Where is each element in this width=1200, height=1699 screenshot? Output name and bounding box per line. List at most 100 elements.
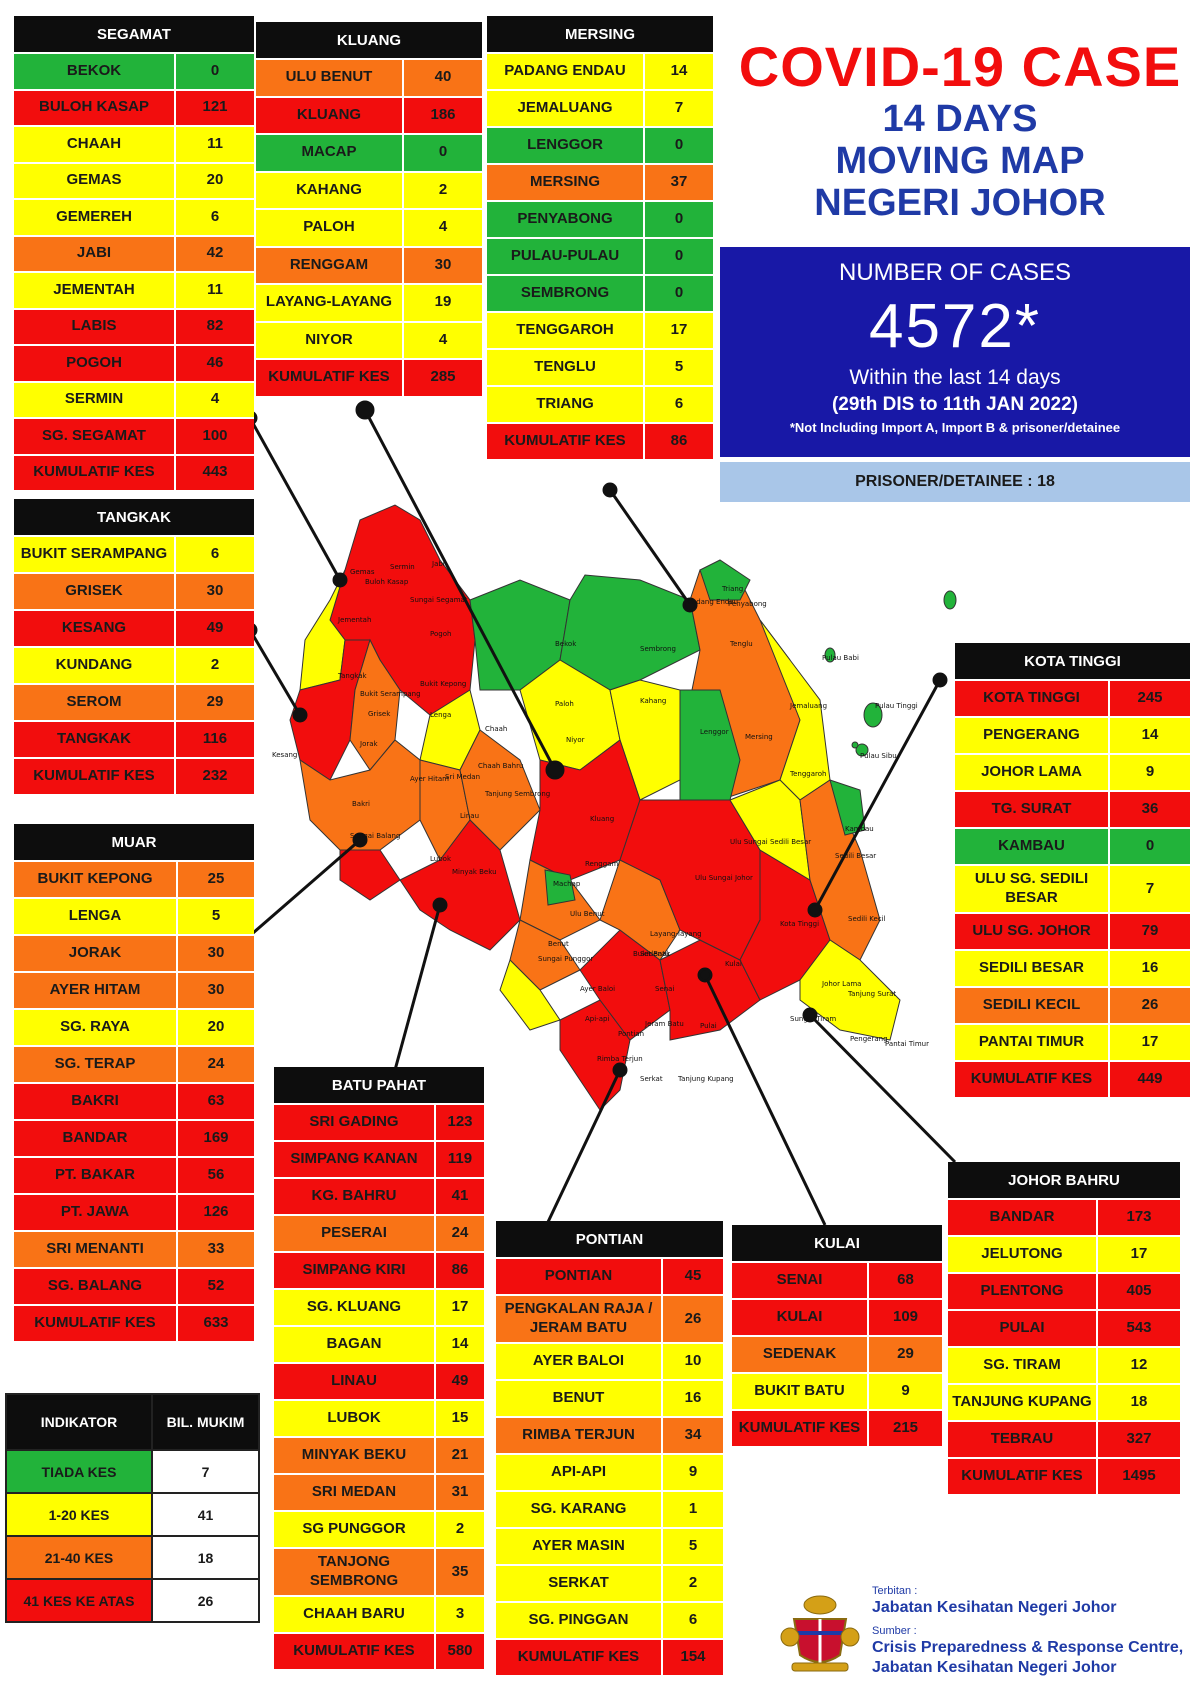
mukim-cases: 580 [447, 1642, 473, 1660]
mukim-name: TANGKAK [14, 722, 176, 757]
map-place-label: Ayer Baloi [580, 985, 616, 993]
publisher: Jabatan Kesihatan Negeri Johor [872, 1599, 1117, 1616]
mukim-row: KESANG 49 [14, 611, 254, 648]
mukim-row: KULAI 109 [732, 1300, 942, 1337]
map-region-penyabong [699, 559, 751, 601]
map-place-label: Tanjung Kupang [678, 1075, 734, 1083]
mukim-cases: 15 [451, 1409, 469, 1427]
mukim-cases: 9 [688, 1463, 698, 1481]
map-place-label: Machap [553, 880, 581, 888]
mukim-row: SG. BALANG 52 [14, 1269, 254, 1306]
mukim-row: BENUT 16 [496, 1381, 723, 1419]
map-place-label: Ulu Sungai Sedili Besar [730, 838, 812, 846]
mukim-name: PESERAI [274, 1216, 436, 1251]
mukim-cases: 327 [1126, 1430, 1152, 1448]
mukim-row: SG. SEGAMAT 100 [14, 419, 254, 456]
mukim-name: SRI GADING [274, 1105, 436, 1140]
mukim-name: BEKOK [14, 54, 176, 89]
mukim-row: LAYANG-LAYANG 19 [256, 285, 482, 323]
mukim-name: TEBRAU [948, 1422, 1098, 1457]
map-place-label: Renggam [585, 860, 619, 868]
map-place-label: Senai [655, 985, 675, 993]
mukim-name: PULAI [948, 1311, 1098, 1346]
cumulative-row: KUMULATIF KES 633 [14, 1306, 254, 1343]
mukim-cases: 6 [210, 207, 220, 225]
map-place-label: Kesang [272, 751, 298, 759]
mukim-name: POGOH [14, 346, 176, 381]
mukim-name: PALOH [256, 210, 404, 246]
mukim-row: SERKAT 2 [496, 1566, 723, 1604]
mukim-cases: 45 [684, 1267, 702, 1285]
mukim-cases: 11 [207, 134, 223, 152]
mukim-row: BUKIT KEPONG 25 [14, 862, 254, 899]
mukim-row: AYER BALOI 10 [496, 1344, 723, 1382]
mukim-name: PANTAI TIMUR [955, 1025, 1110, 1061]
mukim-name: SG. PINGGAN [496, 1603, 663, 1639]
mukim-cases: 26 [684, 1309, 702, 1327]
mukim-cases: 173 [1126, 1208, 1152, 1226]
mukim-cases: 2 [688, 1574, 698, 1592]
mukim-row: GRISEK 30 [14, 574, 254, 611]
mukim-name: SG. KLUANG [274, 1290, 436, 1325]
cases-dates: (29th DIS to 11th JAN 2022) [831, 394, 1079, 415]
state-crest-icon [780, 1595, 860, 1672]
map-place-label: Jorak [360, 740, 378, 748]
cumulative-row: KUMULATIF KES 449 [955, 1062, 1190, 1100]
map-place-label: Ulu Benut [570, 910, 605, 918]
mukim-cases: 0 [1145, 837, 1155, 855]
map-place-label: Linau [460, 812, 480, 820]
mukim-cases: 46 [206, 353, 224, 371]
map-place-label: Api-api [585, 1015, 610, 1023]
mukim-row: TRIANG 6 [487, 387, 713, 424]
legend-indicator: TIADA KES [7, 1451, 153, 1492]
district-header: PONTIAN [496, 1221, 723, 1259]
mukim-row: TANGKAK 116 [14, 722, 254, 759]
map-place-label: Sermin [390, 563, 415, 571]
map-place-label: Niyor [566, 736, 585, 744]
mukim-cases: 11 [207, 280, 223, 298]
mukim-name: GEMAS [14, 163, 176, 198]
district-kota-tinggi: KOTA TINGGI KOTA TINGGI 245 PENGERANG 14 JOHO… [955, 643, 1190, 1100]
mukim-row: SEDILI KECIL 26 [955, 988, 1190, 1026]
cumulative-row: KUMULATIF KES 580 [274, 1634, 484, 1672]
mukim-row: MACAP 0 [256, 135, 482, 173]
main-title: COVID-19 CASE [738, 35, 1182, 98]
mukim-cases: 7 [674, 99, 684, 117]
mukim-cases: 0 [210, 61, 220, 79]
map-place-label: Pulau Tinggi [875, 702, 918, 710]
mukim-row: PENGKALAN RAJA / JERAM BATU 26 [496, 1296, 723, 1345]
mukim-cases: 40 [434, 68, 452, 86]
mukim-name: BULOH KASAP [14, 90, 176, 125]
mukim-row: SRI MENANTI 33 [14, 1232, 254, 1269]
mukim-cases: 20 [207, 1018, 225, 1036]
mukim-cases: 29 [206, 693, 224, 711]
mukim-row: SG. PINGGAN 6 [496, 1603, 723, 1641]
mukim-cases: 0 [674, 210, 684, 228]
mukim-row: PESERAI 24 [274, 1216, 484, 1253]
map-region-kambau [829, 779, 866, 836]
mukim-cases: 49 [206, 619, 224, 637]
mukim-cases: 12 [1130, 1356, 1148, 1374]
mukim-name: KESANG [14, 611, 176, 646]
mukim-row: BULOH KASAP 121 [14, 90, 254, 127]
mukim-name: KLUANG [256, 97, 404, 133]
mukim-row: SERMIN 4 [14, 382, 254, 419]
map-place-label: Grisek [368, 710, 391, 718]
cases-number: 4572* [868, 292, 1042, 361]
mukim-name: SEDILI KECIL [955, 988, 1110, 1024]
mukim-cases: 4 [438, 218, 448, 236]
mukim-row: SEROM 29 [14, 685, 254, 722]
mukim-cases: 2 [455, 1520, 465, 1538]
mukim-cases: 4 [210, 390, 220, 408]
mukim-cases: 79 [1141, 922, 1159, 940]
title-block: COVID-19 CASE 14 DAYS MOVING MAP NEGERI … [725, 35, 1195, 225]
district-header: SEGAMAT [14, 16, 254, 54]
mukim-row: TANJONG SEMBRONG 35 [274, 1549, 484, 1598]
mukim-row: SG. KARANG 1 [496, 1492, 723, 1530]
map-place-label: Bukit Serampang [360, 690, 421, 698]
mukim-name: MACAP [256, 135, 404, 171]
mukim-cases: 17 [451, 1298, 469, 1316]
mukim-cases: 14 [1141, 726, 1159, 744]
map-place-label: Buloh Kasap [365, 578, 409, 586]
